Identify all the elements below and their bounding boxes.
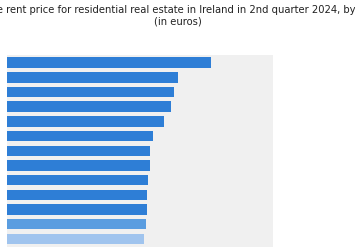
Bar [7, 117, 164, 127]
Bar [7, 204, 147, 215]
Bar [7, 73, 178, 83]
Bar [7, 161, 150, 171]
Bar [7, 234, 143, 244]
Bar [7, 131, 153, 142]
Bar [7, 175, 148, 186]
Bar [7, 58, 211, 69]
Bar [7, 102, 171, 113]
Text: Average rent price for residential real estate in Ireland in 2nd quarter 2024, b: Average rent price for residential real … [0, 5, 355, 26]
Bar [7, 87, 174, 98]
Bar [7, 146, 150, 156]
Bar [7, 190, 147, 200]
Bar [7, 219, 146, 230]
